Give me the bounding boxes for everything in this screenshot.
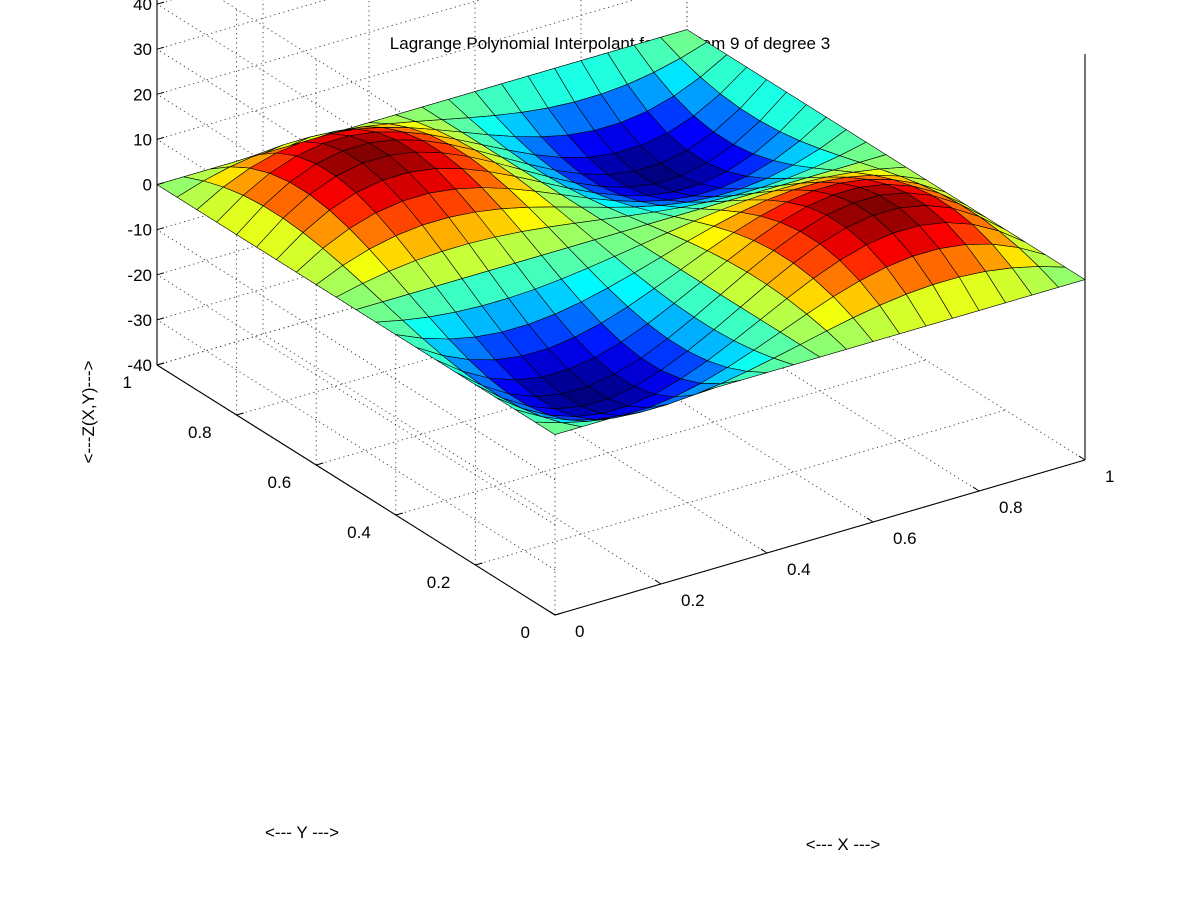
- z-tick-label: 30: [133, 40, 152, 59]
- z-tick-label: 20: [133, 85, 152, 104]
- z-tick-mark: [156, 91, 165, 95]
- x-tick-mark: [1078, 455, 1086, 461]
- y-tick-mark: [316, 462, 324, 466]
- z-tick-label: -30: [127, 311, 152, 330]
- y-tick-mark: [395, 512, 403, 516]
- x-axis-line: [554, 459, 1086, 616]
- x-tick-mark: [972, 486, 980, 492]
- chart-title: Lagrange Polynomial Interpolant for prob…: [390, 34, 830, 53]
- x-tick-label: 1: [1105, 467, 1114, 486]
- x-tick-mark: [654, 579, 662, 585]
- x-gridline: [262, 333, 662, 585]
- x-tick-label: 0.8: [999, 498, 1023, 517]
- y-axis-label: <--- Y --->: [265, 823, 339, 842]
- y-tick-mark: [554, 612, 563, 616]
- z-axis-label: <---Z(X,Y)--->: [79, 360, 98, 463]
- z-gridline: [156, 229, 556, 481]
- z-tick-mark: [156, 317, 165, 321]
- x-tick-mark: [760, 548, 768, 554]
- x-tick-mark: [548, 610, 556, 616]
- x-tick-mark: [866, 517, 874, 523]
- z-tick-label: 10: [133, 130, 152, 149]
- axes-ticks: -40-30-20-100102030405000.20.40.60.8100.…: [123, 0, 1115, 642]
- x-axis-label: <--- X --->: [806, 835, 881, 854]
- x-tick-label: 0: [575, 622, 584, 641]
- y-tick-label: 0.8: [188, 423, 212, 442]
- z-tick-label: 40: [133, 0, 152, 14]
- z-gridline: [156, 274, 556, 526]
- axes-box: [156, 0, 1086, 616]
- y-tick-mark: [156, 362, 165, 366]
- x-tick-label: 0.2: [681, 591, 705, 610]
- z-gridline: [221, 0, 556, 210]
- z-tick-mark: [156, 1, 165, 5]
- surface-patch: [156, 176, 204, 198]
- z-tick-mark: [156, 46, 165, 50]
- z-tick-mark: [156, 136, 165, 140]
- y-tick-label: 0.4: [347, 523, 371, 542]
- y-axis-line: [156, 364, 556, 616]
- surface-plot: [156, 29, 1086, 435]
- y-tick-label: 1: [123, 373, 132, 392]
- z-tick-label: -40: [127, 356, 152, 375]
- y-tick-label: 0.6: [268, 473, 292, 492]
- y-tick-label: 0: [521, 623, 530, 642]
- x-tick-label: 0.6: [893, 529, 917, 548]
- z-tick-label: -20: [127, 266, 152, 285]
- z-tick-label: 0: [143, 176, 152, 195]
- z-tick-label: -10: [127, 221, 152, 240]
- x-tick-label: 0.4: [787, 560, 811, 579]
- z-gridline: [156, 319, 556, 571]
- z-tick-mark: [156, 272, 165, 276]
- y-tick-label: 0.2: [427, 573, 451, 592]
- y-tick-mark: [475, 562, 483, 566]
- y-tick-mark: [236, 412, 244, 416]
- z-tick-mark: [156, 182, 165, 186]
- z-tick-mark: [156, 227, 165, 231]
